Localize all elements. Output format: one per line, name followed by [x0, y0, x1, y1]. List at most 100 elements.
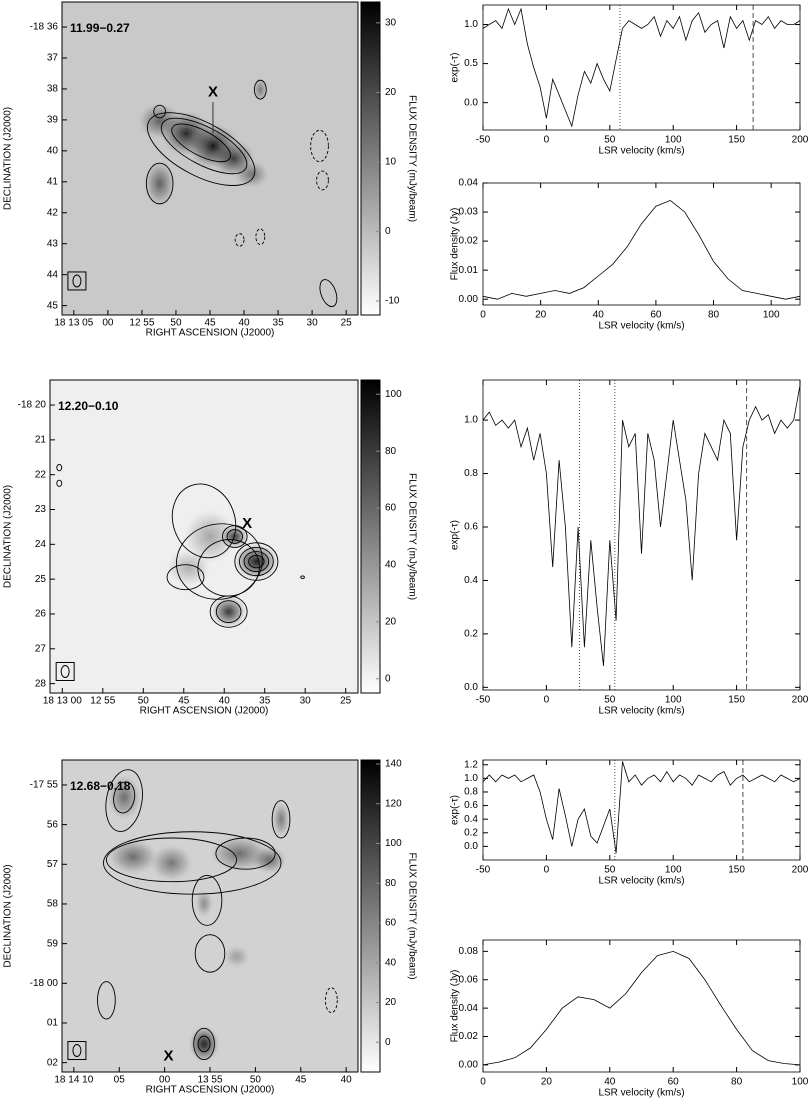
- x-tick-label: 50: [604, 865, 616, 876]
- y-tick-label: 0.0: [464, 841, 478, 852]
- contour: [105, 769, 143, 832]
- y-tick-label: 27: [35, 643, 47, 654]
- contour: [171, 483, 237, 559]
- colorbar: [360, 759, 381, 1073]
- y-tick-label: -18 36: [30, 22, 59, 33]
- y-tick-label: 0.5: [464, 58, 478, 69]
- contour: [191, 874, 223, 926]
- y-tick-label: 0.01: [459, 265, 479, 276]
- x-tick-label: 50: [170, 318, 182, 329]
- x-axis-title: LSR velocity (km/s): [598, 1088, 684, 1099]
- colorbar-tick-label: 20: [385, 997, 397, 1008]
- y-tick-label: 24: [35, 539, 47, 550]
- contour: [226, 529, 243, 544]
- beam: [72, 1044, 82, 1058]
- y-tick-label: 44: [47, 269, 59, 280]
- contour: [238, 547, 274, 577]
- x-tick-label: 05: [114, 1075, 126, 1086]
- x-tick-label: 50: [138, 696, 150, 707]
- x-tick-label: 0: [480, 310, 486, 321]
- y-tick-label: 58: [47, 899, 59, 910]
- contour: [234, 233, 245, 247]
- x-tick-label: 40: [219, 696, 231, 707]
- x-tick-label: 0: [544, 135, 550, 146]
- x-tick-label: 40: [593, 310, 605, 321]
- x-tick-label: 45: [295, 1075, 307, 1086]
- colorbar-tick-label: 0: [385, 226, 391, 237]
- x-tick-label: 150: [728, 865, 745, 876]
- x-tick-label: 40: [238, 318, 250, 329]
- x-tick-label: 0: [480, 1077, 486, 1088]
- spectrum-panel: 0 20 40 60 80 100 0.00 0.01 0.02 0.03 0.04 LSR velo…: [450, 178, 801, 332]
- colorbar-tick-label: 80: [385, 446, 397, 457]
- x-tick-label: 200: [792, 865, 809, 876]
- colorbar-tick-label: 0: [385, 673, 391, 684]
- source-marker: X: [242, 515, 252, 532]
- plot-frame: [49, 379, 359, 694]
- y-tick-label: 1.2: [464, 759, 478, 770]
- colorbar-tick-label: 60: [385, 503, 397, 514]
- image-panel: 12.68−0.18 X 18 14 10 05 00 13 55 50 45 40 -17 55…: [3, 759, 418, 1096]
- y-tick-label: 22: [35, 469, 47, 480]
- x-tick-label: 40: [341, 1075, 353, 1086]
- contour: [324, 987, 338, 1014]
- colorbar-tick-label: 140: [385, 759, 402, 770]
- x-tick-label: 100: [665, 865, 682, 876]
- x-tick-label: -50: [476, 695, 491, 706]
- y-tick-label: 1.0: [464, 773, 478, 784]
- x-tick-label: 20: [535, 310, 547, 321]
- x-tick-label: 35: [259, 696, 271, 707]
- image-background: [62, 760, 358, 1072]
- beam-box: [67, 271, 87, 291]
- contour: [193, 1027, 215, 1060]
- emission-blob: [189, 1026, 219, 1062]
- contour: [194, 934, 226, 973]
- x-tick-label: 12 55: [129, 318, 154, 329]
- y-tick-label: 0.00: [459, 1060, 479, 1071]
- plot-frame: [482, 182, 801, 306]
- y-axis-title: DECLINATION (J2000): [3, 485, 14, 588]
- y-tick-label: 01: [47, 1018, 59, 1029]
- contour: [97, 981, 116, 1020]
- contour: [197, 1035, 211, 1053]
- x-tick-label: 18 14 10: [54, 1075, 93, 1086]
- source-label: 12.20−0.10: [58, 399, 119, 413]
- spectrum-panel: -50 0 50 100 150 200 0.0 0.2 0.4 0.6 0.8 1.0 LSR vel…: [450, 379, 809, 717]
- spectrum-panel: -50 0 50 100 150 200 0.0 0.2 0.4 0.6 0.8 1.0 1.2 LSR …: [450, 759, 809, 886]
- emission-blob: [108, 839, 158, 875]
- y-tick-label: 1.0: [464, 415, 478, 426]
- x-tick-label: 60: [650, 310, 662, 321]
- plot-frame: [482, 4, 801, 131]
- contour: [113, 781, 136, 814]
- y-tick-label: 0.00: [459, 294, 479, 305]
- x-tick-label: 00: [159, 1075, 171, 1086]
- colorbar: [360, 379, 381, 694]
- y-tick-label: 0.8: [464, 468, 478, 479]
- contour: [166, 564, 205, 591]
- emission-blob: [150, 845, 193, 881]
- source-marker: X: [164, 1047, 174, 1064]
- x-axis-title: LSR velocity (km/s): [598, 876, 684, 887]
- y-tick-label: 0.4: [464, 814, 478, 825]
- colorbar-tick-label: 40: [385, 957, 397, 968]
- y-tick-label: 57: [47, 859, 59, 870]
- spectrum-line: [482, 385, 801, 666]
- y-tick-label: 0.2: [464, 629, 478, 640]
- y-tick-label: 42: [47, 207, 59, 218]
- x-tick-label: 45: [204, 318, 216, 329]
- contour: [248, 554, 265, 569]
- beam-box: [55, 661, 75, 681]
- image-content: [56, 464, 305, 628]
- spectrum-line: [482, 7, 801, 128]
- contour: [255, 228, 266, 246]
- x-tick-label: 13 55: [197, 1075, 222, 1086]
- y-tick-label: 41: [47, 176, 59, 187]
- contour: [319, 279, 338, 308]
- y-axis-title: Flux density (Jy): [450, 970, 461, 1043]
- y-tick-label: 38: [47, 84, 59, 95]
- y-tick-label: 02: [47, 1057, 59, 1068]
- colorbar-tick-label: -10: [385, 296, 400, 307]
- y-tick-label: 0.06: [459, 974, 479, 985]
- x-tick-label: 30: [307, 318, 319, 329]
